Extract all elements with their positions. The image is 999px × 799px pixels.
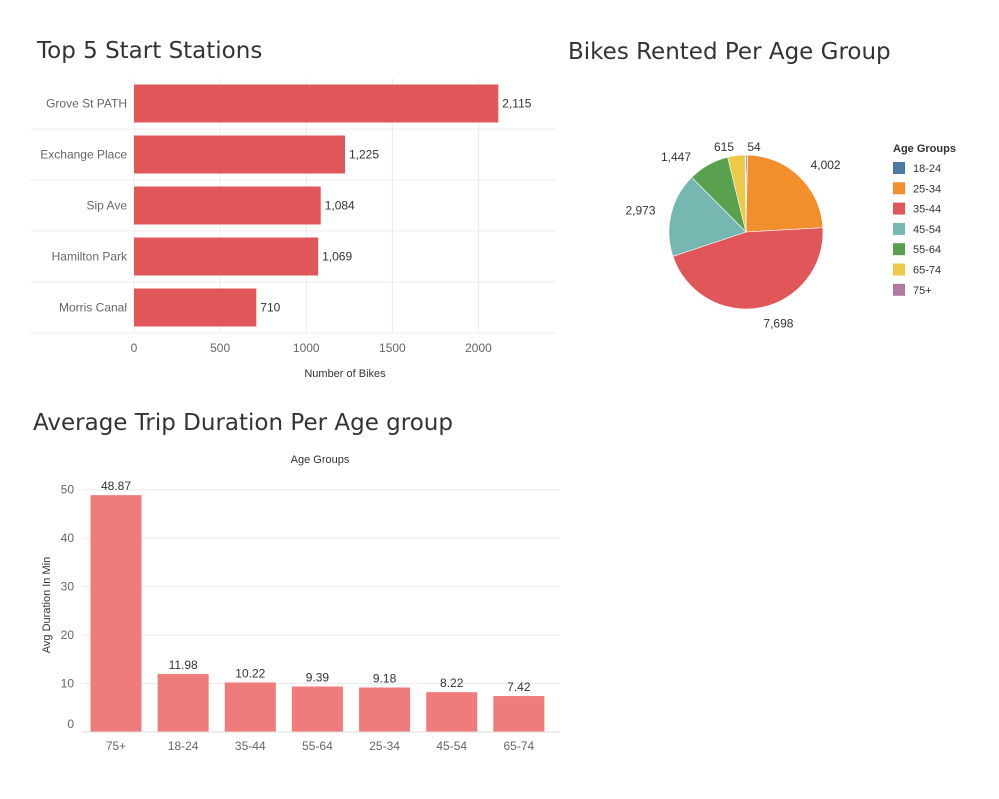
bar-35-44 xyxy=(224,682,276,732)
x-tick-label: 25-34 xyxy=(369,739,400,753)
x-tick-label: 500 xyxy=(210,341,230,355)
legend-swatch xyxy=(893,243,905,256)
y-tick-label: 20 xyxy=(61,628,75,642)
age-pie-chart: 54 4,002 7,698 2,973 1,447 615 Age Groups 18-24… xyxy=(626,140,956,330)
x-axis-title: Age Groups xyxy=(291,454,350,466)
bar-value-label: 1,225 xyxy=(349,148,379,162)
pie-slice-45-54 xyxy=(668,176,747,257)
legend-label: 18-24 xyxy=(913,163,941,175)
legend-label: 75+ xyxy=(913,285,932,297)
bar-sip-ave xyxy=(134,186,321,225)
bar-value-label: 48.87 xyxy=(101,479,131,493)
y-tick-label: 40 xyxy=(61,531,75,545)
legend-swatch xyxy=(893,222,905,235)
x-tick-label: 45-54 xyxy=(436,739,467,753)
legend-swatch xyxy=(893,182,905,195)
pie-value-label: 615 xyxy=(714,140,734,154)
pie-value-label: 7,698 xyxy=(763,316,793,330)
category-label: Grove St PATH xyxy=(46,97,127,111)
legend-swatch xyxy=(893,162,905,174)
y-axis-title: Avg Duration In Min xyxy=(41,557,53,653)
legend-swatch xyxy=(893,283,905,296)
bar-18-24 xyxy=(157,673,209,732)
pie-value-label: 54 xyxy=(747,140,761,154)
bar-55-64 xyxy=(291,686,343,732)
bar-25-34 xyxy=(359,687,411,732)
bar-65-74 xyxy=(493,696,545,732)
legend-label: 25-34 xyxy=(913,183,941,195)
pie-value-label: 1,447 xyxy=(661,150,691,164)
x-tick-label: 18-24 xyxy=(168,739,199,753)
pie-slice-75plus xyxy=(744,154,747,233)
pie-slice-35-44 xyxy=(672,227,824,310)
legend-label: 45-54 xyxy=(913,224,941,236)
bar-value-label: 11.98 xyxy=(169,658,198,672)
bar-hamilton-park xyxy=(134,237,319,276)
bar-value-label: 1,069 xyxy=(322,250,352,264)
x-tick-label: 2000 xyxy=(465,341,492,355)
y-tick-label: 30 xyxy=(61,580,75,594)
x-tick-label: 75+ xyxy=(106,739,126,753)
pie-value-label: 4,002 xyxy=(811,158,841,172)
x-tick-label: 1500 xyxy=(379,341,406,355)
legend-title: Age Groups xyxy=(893,143,956,155)
bar-value-label: 710 xyxy=(260,301,280,315)
pie-value-label: 2,973 xyxy=(626,203,656,217)
x-tick-label: 35-44 xyxy=(235,739,266,753)
pie-chart-title: Bikes Rented Per Age Group xyxy=(568,39,891,65)
category-label: Hamilton Park xyxy=(52,250,128,264)
x-axis-title: Number of Bikes xyxy=(304,368,386,380)
bar-value-label: 9.39 xyxy=(306,670,330,684)
y-tick-label: 10 xyxy=(61,677,75,691)
category-label: Exchange Place xyxy=(40,148,127,162)
legend-swatch xyxy=(893,202,905,215)
bar-value-label: 2,115 xyxy=(502,97,531,111)
legend-label: 65-74 xyxy=(913,265,941,277)
x-tick-label: 65-74 xyxy=(504,739,535,753)
legend-swatch xyxy=(893,263,905,276)
bar-value-label: 10.22 xyxy=(235,666,265,680)
bar-value-label: 7.42 xyxy=(507,680,531,694)
legend-label: 55-64 xyxy=(913,244,941,256)
bar-value-label: 8.22 xyxy=(440,676,464,690)
y-tick-label: 0 xyxy=(67,717,74,731)
category-label: Morris Canal xyxy=(59,301,127,315)
pie-slice-25-34 xyxy=(745,154,824,233)
bar-morris-canal xyxy=(134,288,257,327)
bar-45-54 xyxy=(426,692,478,732)
y-tick-label: 50 xyxy=(61,483,75,497)
bar-75plus xyxy=(90,495,142,732)
x-tick-label: 55-64 xyxy=(302,739,333,753)
bar-value-label: 9.18 xyxy=(373,672,397,686)
category-label: Sip Ave xyxy=(87,199,128,213)
bar-exchange-place xyxy=(134,135,345,174)
x-tick-label: 0 xyxy=(131,341,138,355)
bar-grove-st-path xyxy=(134,84,499,123)
stations-chart-title: Top 5 Start Stations xyxy=(37,38,263,64)
duration-chart: 0 10 20 30 40 50 Age Groups Avg Duration In Min… xyxy=(41,454,560,753)
bar-value-label: 1,084 xyxy=(325,199,355,213)
x-tick-label: 1000 xyxy=(293,341,320,355)
duration-chart-title: Average Trip Duration Per Age group xyxy=(33,410,453,436)
stations-chart: 0 500 1000 1500 2000 Grove St PATH 2,115 Exchan… xyxy=(30,78,556,380)
legend-label: 35-44 xyxy=(913,204,941,216)
